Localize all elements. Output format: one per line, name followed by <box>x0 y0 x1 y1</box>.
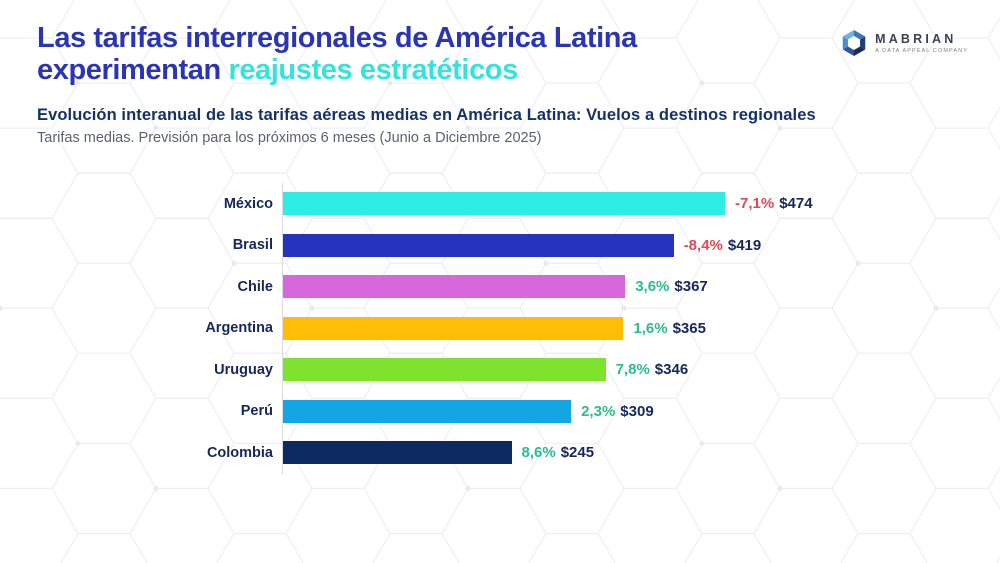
category-label: México <box>223 195 273 212</box>
logo-text-block: MABRIAN A DATA APPEAL COMPANY <box>875 32 968 54</box>
chart-row: Brasil -8,4% $419 <box>0 224 1000 266</box>
bar <box>283 233 674 257</box>
pct-change: -8,4% <box>683 236 723 254</box>
chart-caption: Tarifas medias. Previsión para los próxi… <box>37 130 542 146</box>
bar-value-label: 8,6% $245 <box>522 444 595 461</box>
chart-row: México -7,1% $474 <box>0 183 1000 225</box>
category-label: Colombia <box>206 444 273 461</box>
pct-change: -7,1% <box>735 195 775 213</box>
category-label: Uruguay <box>214 361 273 378</box>
mabrian-hexagon-icon <box>842 30 866 56</box>
avg-fare: $245 <box>560 444 595 462</box>
bar-value-label: 2,3% $309 <box>581 403 654 420</box>
page-title: Las tarifas interregionales de América L… <box>37 22 837 86</box>
bar <box>283 192 725 216</box>
logo-name: MABRIAN <box>875 32 957 46</box>
chart-row: Uruguay 7,8% $346 <box>0 349 1000 391</box>
avg-fare: $346 <box>654 361 689 379</box>
bar-track: 2,3% $309 <box>282 390 1000 432</box>
avg-fare: $474 <box>779 195 813 213</box>
chart-subtitle: Evolución interanual de las tarifas aére… <box>37 106 816 124</box>
chart-row: Colombia 8,6% $245 <box>0 432 1000 474</box>
avg-fare: $419 <box>727 236 762 254</box>
bar-track: 3,6% $367 <box>282 266 1000 308</box>
bar <box>283 441 512 465</box>
bar-value-label: 7,8% $346 <box>616 361 689 378</box>
category-label: Perú <box>240 403 273 420</box>
bar-track: 8,6% $245 <box>282 432 1000 474</box>
bar-value-label: 3,6% $367 <box>635 278 708 295</box>
avg-fare: $365 <box>672 319 706 337</box>
pct-change: 8,6% <box>521 444 556 462</box>
header: Las tarifas interregionales de América L… <box>37 22 837 146</box>
bar <box>283 316 624 340</box>
bar <box>283 358 606 382</box>
pct-change: 1,6% <box>633 319 668 337</box>
bar-track: 1,6% $365 <box>282 307 1000 349</box>
bar-track: -8,4% $419 <box>282 224 1000 266</box>
chart-row: Chile 3,6% $367 <box>0 266 1000 308</box>
avg-fare: $309 <box>620 402 654 420</box>
bar-value-label: 1,6% $365 <box>633 320 706 337</box>
chart-row: Perú 2,3% $309 <box>0 390 1000 432</box>
pct-change: 3,6% <box>635 278 670 296</box>
title-line2-blue: experimentan <box>37 54 229 86</box>
category-label: Brasil <box>232 237 273 254</box>
bar-value-label: -7,1% $474 <box>735 195 813 212</box>
bar-value-label: -8,4% $419 <box>684 237 762 254</box>
logo-tagline: A DATA APPEAL COMPANY <box>875 48 968 54</box>
bar-track: -7,1% $474 <box>282 183 1000 225</box>
bar-track: 7,8% $346 <box>282 349 1000 391</box>
category-label: Chile <box>237 278 273 295</box>
title-line2-accent: reajustes estratéticos <box>228 54 518 86</box>
avg-fare: $367 <box>674 278 708 296</box>
category-label: Argentina <box>205 320 273 337</box>
bar <box>283 399 572 423</box>
mabrian-logo: MABRIAN A DATA APPEAL COMPANY <box>840 28 968 58</box>
bar <box>283 275 626 299</box>
chart-row: Argentina 1,6% $365 <box>0 307 1000 349</box>
title-line1: Las tarifas interregionales de América L… <box>37 22 637 54</box>
bar-chart: México -7,1% $474 Brasil -8,4% $419 Chile 3,6% $… <box>0 183 1000 474</box>
pct-change: 2,3% <box>581 402 616 420</box>
pct-change: 7,8% <box>615 361 650 379</box>
